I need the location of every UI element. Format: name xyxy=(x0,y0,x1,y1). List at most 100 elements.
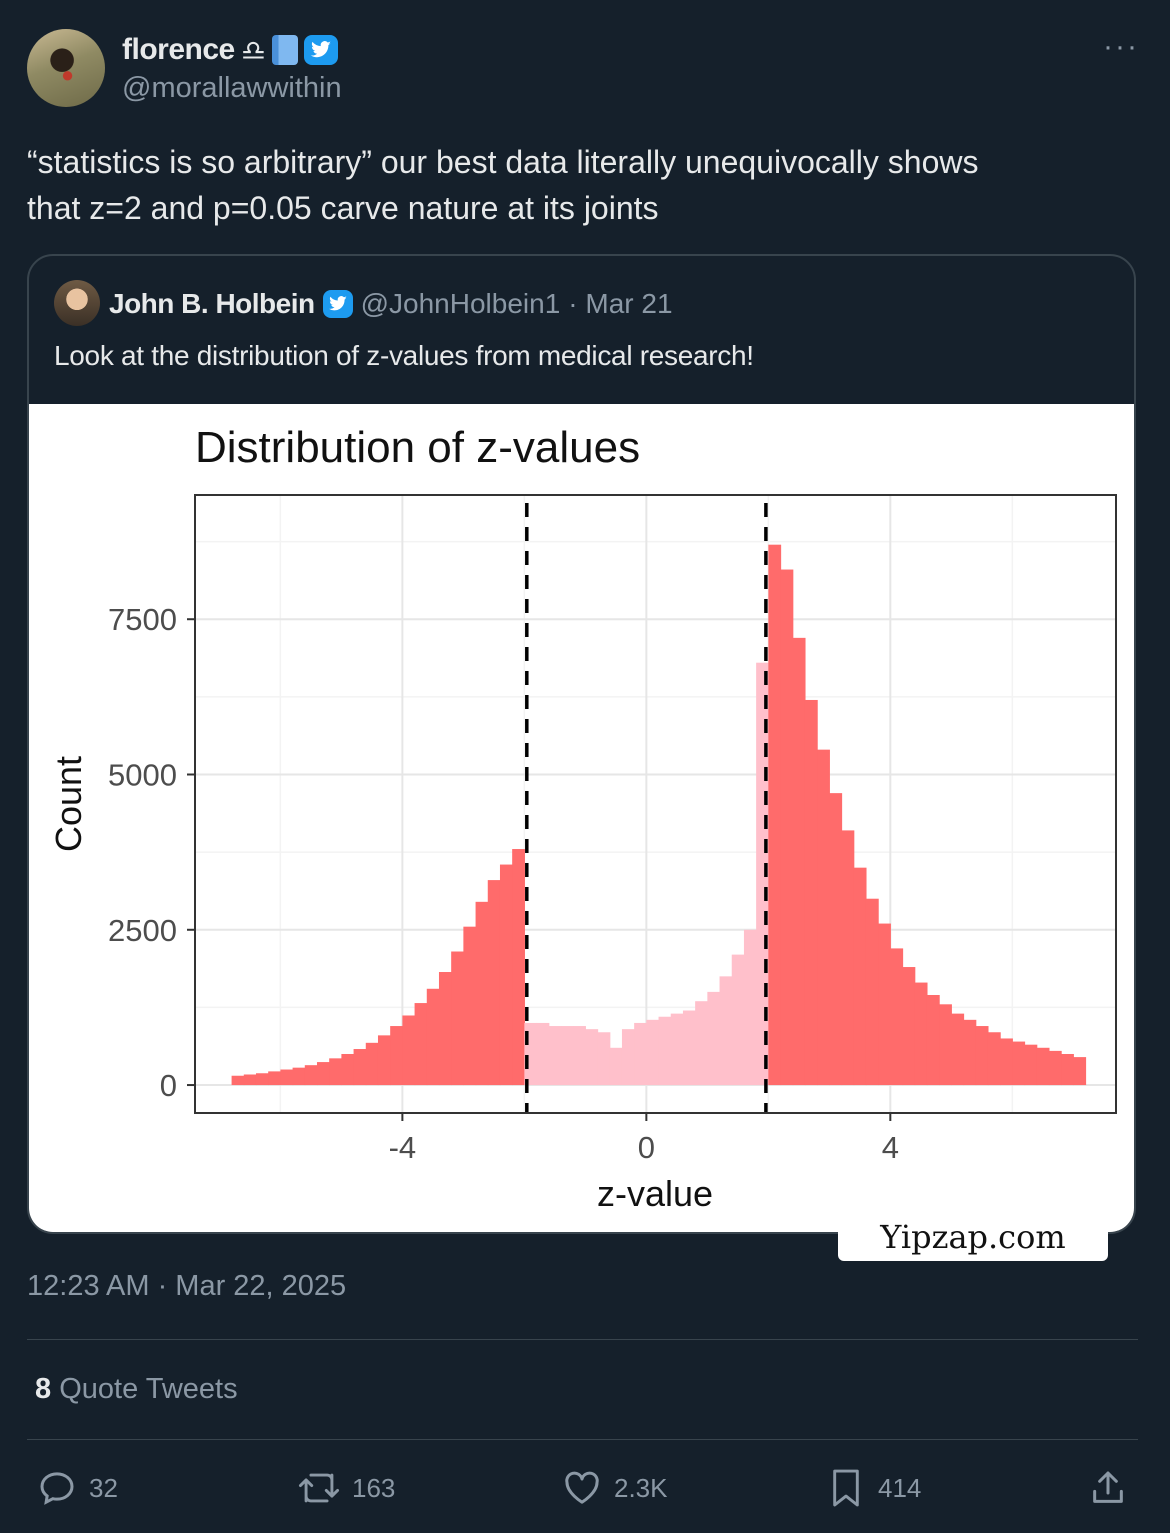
author-handle[interactable]: @morallawwithin xyxy=(122,72,342,104)
verified-badge-icon xyxy=(303,35,338,65)
histogram-bar xyxy=(463,926,477,1086)
bookmark-icon xyxy=(833,1469,859,1507)
author-name-row: florence ♎ xyxy=(122,32,338,68)
histogram-bar xyxy=(963,1019,977,1086)
histogram-bar xyxy=(536,1022,550,1086)
histogram-bar xyxy=(695,1001,708,1086)
y-tick-label: 7500 xyxy=(108,602,177,637)
book-emoji-icon xyxy=(271,35,298,65)
quote-tweets-link[interactable]: 8 Quote Tweets xyxy=(35,1373,238,1406)
author-name[interactable]: florence xyxy=(122,33,235,66)
quoted-verified-badge-icon xyxy=(322,290,353,318)
divider xyxy=(27,1439,1138,1440)
histogram-bar xyxy=(646,1019,660,1086)
quoted-header: John B. Holbein @JohnHolbein1 · Mar 21 xyxy=(109,284,673,324)
histogram-bar xyxy=(1061,1053,1074,1086)
histogram-chart: 0 2500 5000 7500 -4 0 4 Distribution of z-val… xyxy=(48,423,1117,1214)
y-tick-label: 5000 xyxy=(108,757,177,792)
more-options-icon[interactable]: ··· xyxy=(1103,30,1139,63)
histogram-bar xyxy=(280,1069,294,1086)
histogram-bar xyxy=(731,954,745,1086)
histogram-bar xyxy=(621,1029,635,1086)
histogram-bar xyxy=(951,1013,965,1086)
like-button[interactable]: 2.3K xyxy=(562,1466,668,1510)
author-avatar[interactable] xyxy=(27,29,105,107)
histogram-bar xyxy=(475,901,489,1086)
quoted-author-name: John B. Holbein xyxy=(109,288,315,319)
histogram-bar xyxy=(1036,1047,1050,1086)
reply-button[interactable]: 32 xyxy=(37,1466,118,1510)
quote-tweets-label: Quote Tweets xyxy=(59,1373,238,1405)
histogram-bar xyxy=(353,1049,367,1086)
histogram-bar xyxy=(402,1015,416,1086)
retweet-button[interactable]: 163 xyxy=(298,1466,395,1510)
histogram-bar xyxy=(487,880,501,1086)
histogram-bar xyxy=(1000,1038,1013,1086)
histogram-bar xyxy=(304,1065,318,1086)
histogram-bar xyxy=(329,1058,342,1086)
histogram-bar xyxy=(609,1047,623,1086)
histogram-bar xyxy=(768,544,782,1086)
x-tick-label: 0 xyxy=(638,1130,655,1165)
watermark: Yipzap.com xyxy=(838,1213,1108,1261)
histogram-bar xyxy=(426,988,440,1086)
histogram-bar xyxy=(792,637,806,1086)
tweet-timestamp[interactable]: 12:23 AM · Mar 22, 2025 xyxy=(27,1270,347,1302)
histogram-bar xyxy=(414,1003,428,1086)
histogram-bar xyxy=(316,1062,330,1086)
chart-image: 0 2500 5000 7500 -4 0 4 Distribution of z-val… xyxy=(29,404,1134,1232)
x-axis-label: z-value xyxy=(597,1173,713,1214)
y-axis-label: Count xyxy=(48,756,89,852)
histogram-bar xyxy=(634,1022,647,1086)
quoted-tweet-card[interactable]: John B. Holbein @JohnHolbein1 · Mar 21 L… xyxy=(27,254,1136,1234)
histogram-bar xyxy=(804,699,818,1086)
y-tick-label: 2500 xyxy=(108,913,177,948)
histogram-bar xyxy=(780,569,794,1086)
histogram-bar xyxy=(670,1013,684,1086)
histogram-bar xyxy=(585,1029,599,1086)
histogram-bar xyxy=(560,1026,574,1086)
histogram-bar xyxy=(268,1071,281,1086)
tweet-text: “statistics is so arbitrary” our best da… xyxy=(27,144,979,226)
histogram-bar xyxy=(292,1067,306,1086)
quoted-date: · Mar 21 xyxy=(568,288,673,319)
histogram-bar xyxy=(597,1032,611,1086)
histogram-bar xyxy=(914,982,928,1086)
histogram-bar xyxy=(1048,1050,1062,1086)
quoted-tweet-text: Look at the distribution of z-values fro… xyxy=(54,340,754,371)
histogram-bar xyxy=(341,1053,355,1086)
histogram-bar xyxy=(438,972,452,1086)
histogram-bar xyxy=(878,923,891,1086)
histogram-bar xyxy=(658,1016,672,1086)
retweet-count: 163 xyxy=(352,1472,396,1503)
histogram-bar xyxy=(853,867,867,1086)
histogram-bar xyxy=(1012,1041,1026,1086)
heart-icon xyxy=(565,1471,599,1504)
y-tick-label: 0 xyxy=(160,1068,177,1103)
histogram-bar xyxy=(939,1004,952,1086)
histogram-bar xyxy=(975,1026,989,1086)
x-tick-label: -4 xyxy=(389,1130,417,1165)
scale-emoji-icon: ♎ xyxy=(240,34,266,66)
retweet-icon xyxy=(298,1473,340,1503)
histogram-bar xyxy=(1073,1057,1087,1086)
like-count: 2.3K xyxy=(614,1472,668,1503)
quoted-author-avatar xyxy=(54,280,100,326)
reply-icon xyxy=(40,1472,74,1505)
share-button[interactable] xyxy=(1088,1466,1128,1510)
histogram-bar xyxy=(451,951,464,1086)
histogram-bar xyxy=(841,830,855,1086)
histogram-bar xyxy=(902,967,916,1086)
bookmark-count: 414 xyxy=(878,1472,922,1503)
histogram-bar xyxy=(390,1026,403,1086)
quoted-author-handle: @JohnHolbein1 xyxy=(360,288,561,319)
histogram-bar xyxy=(829,793,843,1086)
histogram-bar xyxy=(512,849,525,1086)
histogram-bar xyxy=(365,1042,379,1086)
histogram-bar xyxy=(377,1035,391,1086)
histogram-bar xyxy=(499,864,513,1086)
histogram-bar xyxy=(707,991,721,1086)
x-tick-label: 4 xyxy=(882,1130,899,1165)
bookmark-button[interactable]: 414 xyxy=(826,1466,921,1510)
histogram-bar xyxy=(743,929,757,1086)
